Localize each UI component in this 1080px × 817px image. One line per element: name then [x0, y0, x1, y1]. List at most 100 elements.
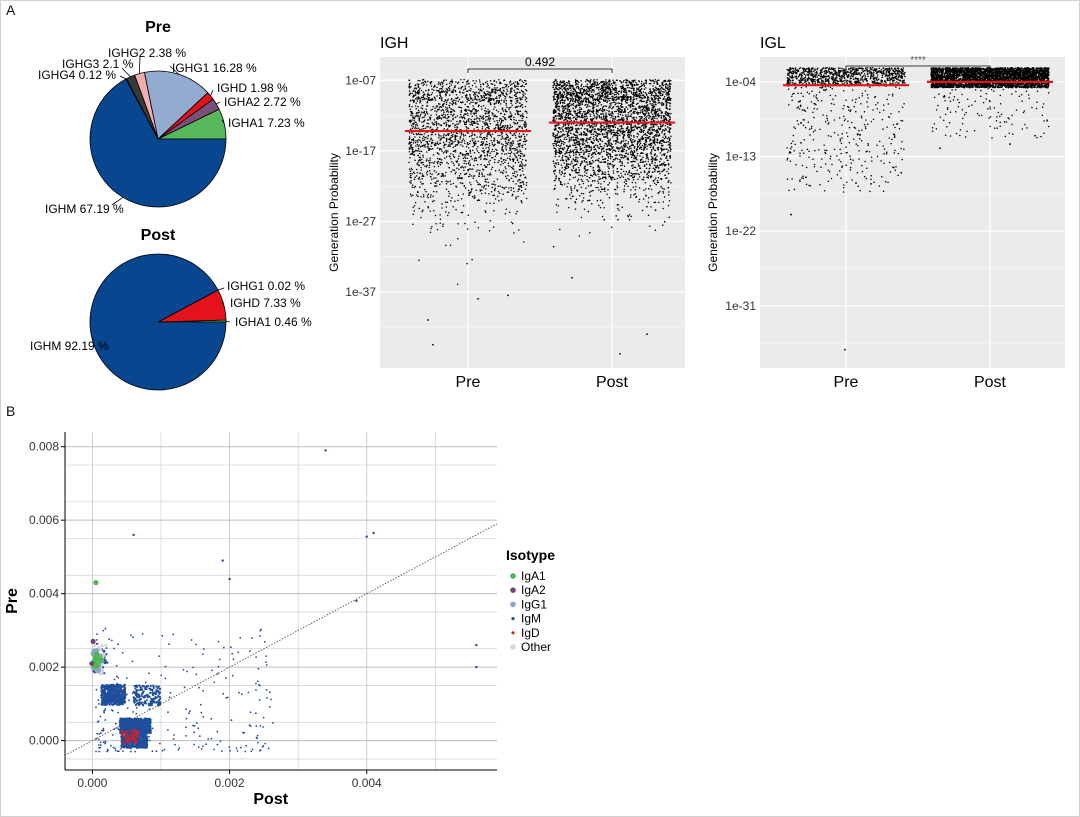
igh-point	[654, 79, 657, 81]
igh-point	[662, 192, 665, 194]
igh-point	[415, 140, 417, 142]
igh-point	[514, 155, 516, 157]
igh-point	[449, 139, 452, 142]
igh-point	[468, 161, 470, 164]
igh-point	[418, 207, 421, 210]
igh-point	[509, 147, 512, 150]
igh-point	[411, 127, 414, 130]
igh-point	[438, 134, 440, 137]
igh-point	[465, 90, 468, 93]
igh-point	[591, 94, 593, 96]
igh-point	[487, 92, 489, 95]
igh-point	[470, 155, 472, 158]
igh-point	[408, 87, 411, 89]
igh-point	[445, 134, 447, 137]
igh-point	[485, 181, 487, 183]
igh-point	[620, 146, 623, 148]
igh-point	[521, 186, 523, 189]
igh-point	[582, 197, 585, 199]
igh-point	[645, 79, 648, 82]
igh-point	[480, 115, 482, 118]
igh-point	[462, 205, 465, 207]
igh-point	[504, 137, 507, 140]
igh-point	[428, 94, 431, 97]
igh-point	[623, 142, 626, 145]
igh-point	[565, 138, 568, 140]
igh-point	[413, 150, 416, 153]
igh-point	[576, 116, 578, 119]
igh-point	[518, 135, 520, 138]
igh-point	[469, 95, 472, 97]
igh-point	[464, 134, 467, 137]
igh-point	[653, 120, 656, 122]
igh-point	[495, 115, 497, 118]
igh-point	[658, 160, 661, 163]
igh-point	[580, 132, 583, 134]
igh-point	[442, 104, 444, 107]
igh-point	[597, 140, 600, 143]
igh-point	[427, 149, 430, 151]
igh-point	[632, 117, 635, 119]
igh-point	[656, 134, 658, 136]
igh-point	[488, 163, 491, 165]
igh-point	[523, 183, 525, 185]
igh-point	[437, 83, 440, 86]
igh-point	[596, 144, 599, 147]
igh-point	[427, 88, 430, 91]
igh-point	[455, 185, 457, 188]
igh-point	[516, 146, 518, 149]
igh-point	[450, 136, 452, 139]
igh-point	[474, 82, 476, 85]
igh-point	[479, 155, 482, 158]
igh-point	[594, 99, 596, 102]
igh-point	[416, 96, 418, 99]
igh-point	[651, 108, 653, 111]
igh-point	[525, 100, 528, 103]
igh-point	[482, 142, 485, 144]
igh-point	[616, 158, 619, 160]
igh-point	[516, 150, 519, 152]
igh-point	[446, 107, 449, 109]
igh-point	[572, 144, 574, 146]
igh-point	[419, 133, 422, 136]
igh-point	[456, 123, 458, 126]
igh-point	[662, 201, 665, 203]
igh-point	[424, 188, 426, 191]
igh-point	[456, 132, 459, 135]
igh-point	[512, 142, 514, 145]
igh-point	[515, 102, 517, 104]
igh-point	[666, 98, 669, 100]
igh-point	[418, 144, 420, 146]
igh-point	[422, 121, 425, 123]
igh-point	[634, 124, 636, 127]
igh-point	[584, 92, 587, 95]
igh-point	[501, 108, 504, 111]
igh-point	[430, 138, 432, 141]
igh-point	[411, 123, 414, 125]
igh-point	[518, 145, 520, 147]
igh-point	[426, 104, 428, 107]
igh-point	[520, 152, 522, 154]
igh-point	[480, 86, 482, 88]
igh-point	[467, 79, 469, 81]
igh-point	[647, 99, 650, 101]
igh-point	[436, 110, 438, 113]
igh-point	[413, 140, 415, 142]
igh-point	[616, 193, 619, 195]
igh-point	[651, 148, 653, 151]
post-slice-label-3: IGHM 92.19 %	[30, 339, 109, 353]
igh-point	[663, 188, 665, 190]
igh-point	[499, 112, 502, 115]
igh-point	[569, 87, 572, 90]
igh-point	[647, 132, 650, 134]
igh-point	[583, 208, 586, 211]
igh-point	[518, 91, 520, 94]
igh-point	[449, 244, 452, 247]
igh-point	[627, 185, 629, 188]
igh-panel-bg	[380, 57, 685, 368]
igh-point	[566, 149, 569, 151]
igh-point	[617, 115, 620, 118]
igh-point	[496, 149, 498, 152]
igh-point	[647, 130, 649, 132]
igh-point	[509, 137, 512, 140]
